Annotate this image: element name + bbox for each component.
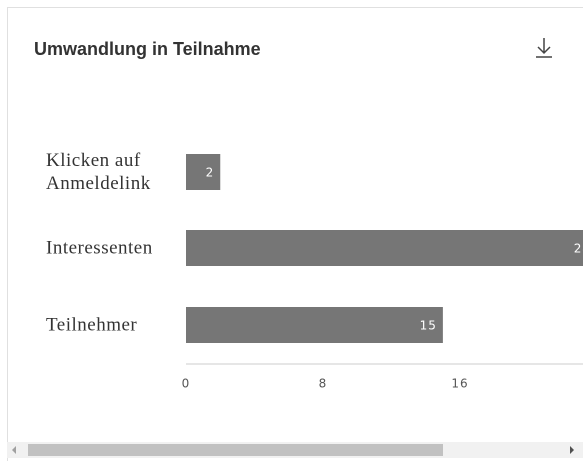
bar (186, 230, 583, 266)
download-icon[interactable] (536, 38, 552, 58)
bar-label: 2 (206, 166, 215, 180)
scroll-right[interactable] (570, 446, 574, 454)
category-label: Klicken auf Anmeldelink (46, 150, 151, 194)
bar (186, 307, 443, 343)
x-tick-label: 16 (451, 377, 468, 391)
scroll-thumb[interactable] (28, 444, 443, 456)
x-tick-label: 8 (319, 377, 328, 391)
bar-label: 15 (420, 319, 437, 333)
bar (186, 154, 221, 190)
scrollbar[interactable] (7, 442, 583, 458)
x-tick-label: 0 (182, 377, 191, 391)
category-label: Teilnehmer (46, 314, 138, 336)
chart-title: Umwandlung in Teilnahme (34, 39, 261, 59)
bar-label: 24 (574, 242, 583, 256)
category-label: Interessenten (46, 237, 153, 259)
scroll-left[interactable] (12, 446, 16, 454)
